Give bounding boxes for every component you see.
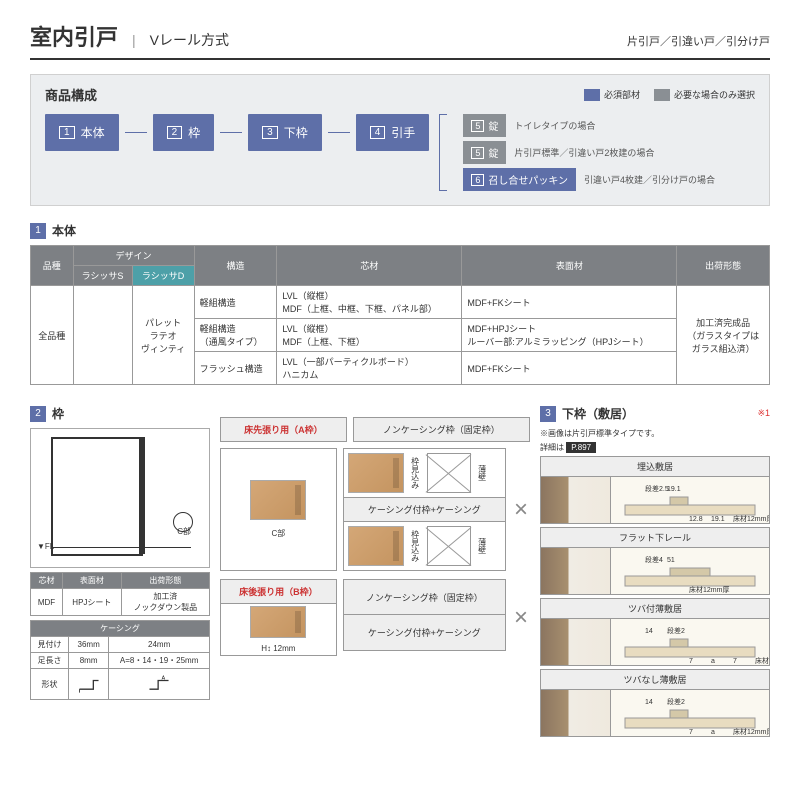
svg-text:床材12mm厚: 床材12mm厚 (755, 656, 769, 665)
svg-text:段差2: 段差2 (667, 697, 685, 706)
svg-text:段差2: 段差2 (667, 626, 685, 635)
table-spec: 品種デザイン構造芯材表面材出荷形態ラシッサSラシッサD全品種パレット ラテオ ヴ… (30, 245, 770, 385)
svg-text:床材12mm厚: 床材12mm厚 (733, 514, 769, 523)
svg-text:床材12mm厚: 床材12mm厚 (689, 585, 729, 594)
page-header: 室内引戸 | Vレール方式 片引戸／引違い戸／引分け戸 (30, 20, 770, 60)
svg-text:7: 7 (733, 658, 737, 665)
svg-text:床材12mm厚: 床材12mm厚 (733, 727, 769, 736)
frame-mat-table: 芯材表面材出荷形態 MDFHPJシート加工済 ノックダウン製品 (30, 572, 210, 616)
svg-text:段差4: 段差4 (645, 555, 663, 564)
svg-text:a: a (711, 658, 715, 665)
svg-text:a: a (711, 729, 715, 736)
svg-text:14: 14 (645, 699, 653, 706)
column-frame: 2 枠 ▼FL C部 芯材表面材出荷形態 MDFHPJシート加工済 ノックダウン… (30, 395, 210, 740)
flow-opt: 6召し合せパッキン (463, 168, 576, 191)
flow-step: 2枠 (153, 114, 215, 151)
door-diagram: ▼FL C部 (30, 428, 210, 568)
flow-step: 4引手 (356, 114, 430, 151)
subtitle: Vレール方式 (150, 30, 229, 50)
column-mid: 床先張り用（A枠） ノンケーシング枠（固定枠） C部 枠見込み 薄壁 (220, 395, 530, 740)
comp-title: 商品構成 (45, 85, 97, 104)
header-right: 片引戸／引違い戸／引分け戸 (627, 33, 770, 49)
svg-text:段差2.5: 段差2.5 (645, 484, 669, 493)
column-sill: 3 下枠（敷居） ※1 ※画像は片引戸標準タイプです。 詳細は P.897 埋込… (540, 395, 770, 740)
svg-text:14: 14 (645, 628, 653, 635)
multiply-icon: × (514, 604, 528, 632)
sill-item: 埋込敷居 段差2.519.112.819.1床材12mm厚 (540, 456, 770, 524)
section-1-head: 1 本体 (30, 222, 770, 239)
svg-text:A: A (162, 676, 166, 682)
svg-text:7: 7 (689, 658, 693, 665)
flow-opt: 5錠 (463, 141, 506, 164)
composition-box: 商品構成 必須部材 必要な場合のみ選択 1本体 2枠 3下枠 4引手 5錠トイレタイプ… (30, 74, 770, 206)
casing-table: ケーシング 見付け36mm24mm 足長さ8mmA=8・14・19・25mm 形… (30, 620, 210, 700)
svg-text:19.1: 19.1 (667, 486, 681, 493)
flow-main: 1本体 2枠 3下枠 4引手 (45, 114, 429, 151)
svg-text:7: 7 (689, 729, 693, 736)
title: 室内引戸 (30, 20, 118, 52)
legend: 必須部材 必要な場合のみ選択 (584, 88, 755, 102)
sill-item: ツバ付薄敷居 14段差27a7床材12mm厚 (540, 598, 770, 666)
flow-opt: 5錠 (463, 114, 506, 137)
sill-item: ツバなし薄敷居 14段差27a床材12mm厚 (540, 669, 770, 737)
svg-text:51: 51 (667, 557, 675, 564)
flow-right: 5錠トイレタイプの場合5錠片引戸標準／引違い戸2枚建の場合6召し合せパッキン引違… (463, 114, 715, 191)
multiply-icon: × (514, 496, 528, 524)
svg-text:12.8: 12.8 (689, 516, 703, 523)
sill-item: フラット下レール 段差451床材12mm厚 (540, 527, 770, 595)
flow-step: 3下枠 (248, 114, 322, 151)
svg-text:19.1: 19.1 (711, 516, 725, 523)
flow-step: 1本体 (45, 114, 119, 151)
